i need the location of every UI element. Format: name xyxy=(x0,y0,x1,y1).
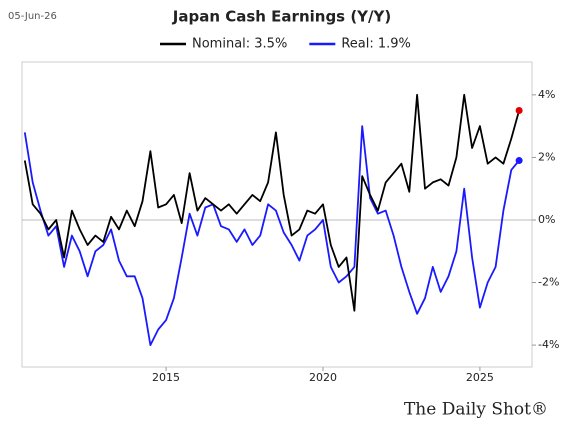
x-tick-label: 2025 xyxy=(466,371,494,384)
series-line xyxy=(23,93,520,312)
end-marker xyxy=(515,106,523,114)
plot-frame xyxy=(21,61,533,368)
chart-title: Japan Cash Earnings (Y/Y) xyxy=(172,8,392,26)
x-tick-label: 2020 xyxy=(309,371,337,384)
legend-label: Real: 1.9% xyxy=(341,37,411,52)
y-tick-label: 2% xyxy=(538,150,555,163)
date: 05-Jun-26 xyxy=(8,11,57,22)
y-tick-label: -2% xyxy=(538,276,559,289)
y-tick-label: 4% xyxy=(538,88,555,101)
end-marker xyxy=(515,157,523,165)
y-tick-label: 0% xyxy=(538,213,555,226)
y-tick-label: -4% xyxy=(538,338,559,351)
x-tick-label: 2015 xyxy=(152,371,180,384)
source: The Daily Shot® xyxy=(404,400,548,420)
legend-label: Nominal: 3.5% xyxy=(192,37,287,52)
series-line xyxy=(23,125,520,346)
